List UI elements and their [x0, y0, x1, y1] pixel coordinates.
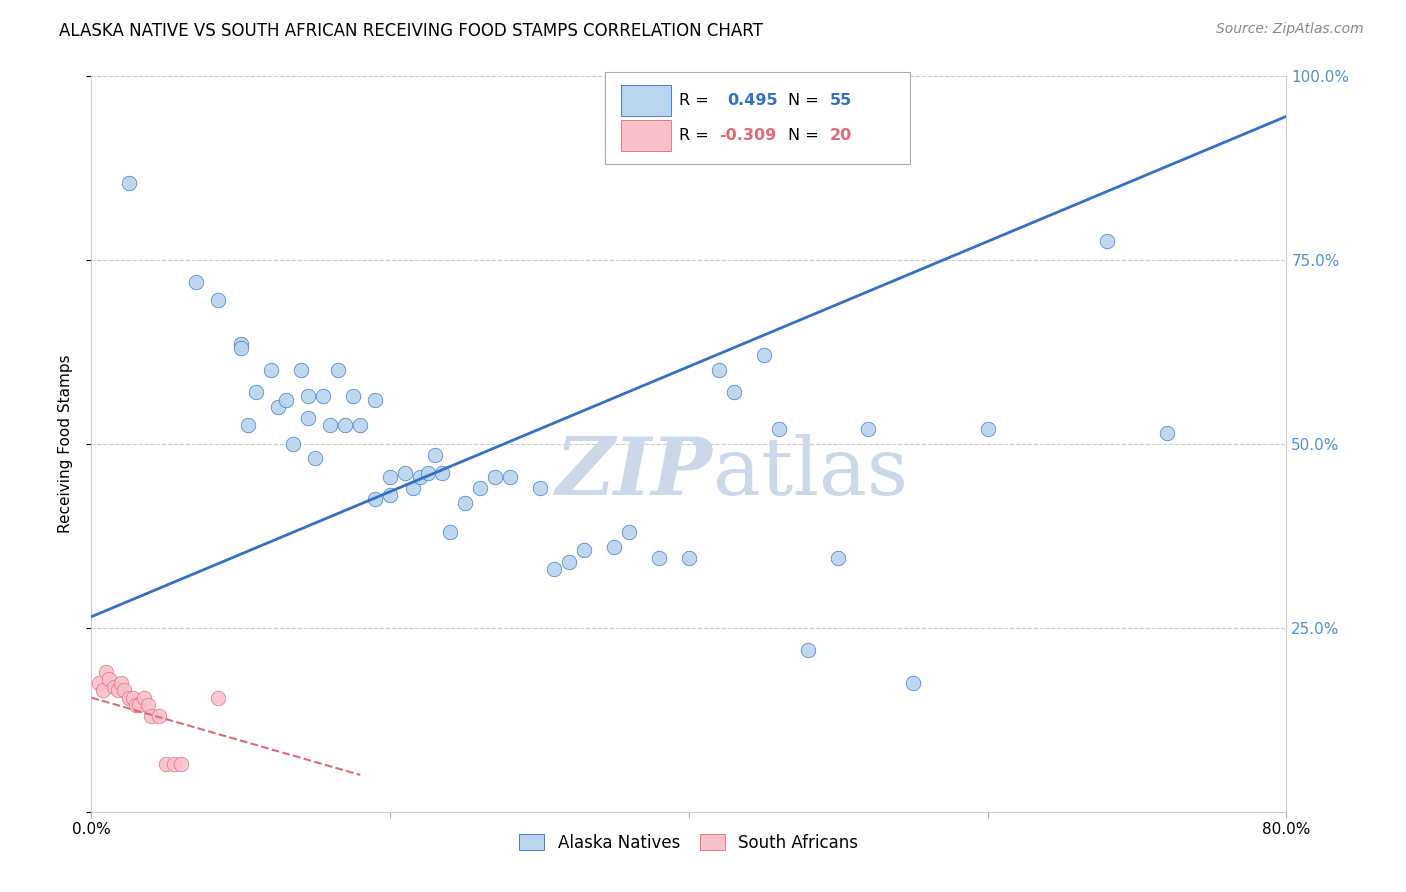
- Point: [409, 470, 432, 484]
- Point: [454, 496, 477, 510]
- Point: [93, 683, 115, 698]
- Point: [619, 524, 641, 539]
- Point: [827, 550, 849, 565]
- Point: [184, 275, 207, 289]
- Text: -0.309: -0.309: [718, 128, 776, 143]
- Point: [155, 756, 177, 771]
- Point: [543, 562, 565, 576]
- Text: 20: 20: [830, 128, 852, 143]
- FancyBboxPatch shape: [621, 85, 671, 116]
- Point: [259, 363, 281, 377]
- Point: [118, 176, 141, 190]
- Point: [128, 698, 150, 712]
- Text: atlas: atlas: [713, 434, 908, 512]
- Point: [380, 488, 402, 502]
- Legend: Alaska Natives, South Africans: Alaska Natives, South Africans: [513, 827, 865, 859]
- Point: [170, 756, 193, 771]
- Point: [678, 550, 700, 565]
- Point: [207, 690, 229, 705]
- Point: [297, 411, 319, 425]
- Point: [432, 466, 454, 480]
- Point: [484, 470, 506, 484]
- Point: [103, 680, 125, 694]
- FancyBboxPatch shape: [605, 72, 910, 164]
- Point: [468, 481, 491, 495]
- Point: [976, 422, 998, 436]
- Point: [132, 690, 155, 705]
- Point: [558, 554, 581, 569]
- Text: 55: 55: [830, 93, 852, 108]
- Point: [401, 481, 423, 495]
- Point: [125, 698, 148, 712]
- Text: N =: N =: [789, 128, 824, 143]
- Point: [245, 385, 267, 400]
- Point: [229, 337, 252, 351]
- Point: [901, 676, 924, 690]
- Point: [574, 543, 596, 558]
- Point: [290, 363, 312, 377]
- Point: [1156, 425, 1178, 440]
- Point: [118, 690, 141, 705]
- Point: [752, 348, 775, 362]
- Point: [648, 550, 671, 565]
- Text: Source: ZipAtlas.com: Source: ZipAtlas.com: [1216, 22, 1364, 37]
- Text: N =: N =: [789, 93, 824, 108]
- Text: ZIP: ZIP: [555, 434, 713, 512]
- Point: [122, 690, 145, 705]
- Y-axis label: Receiving Food Stamps: Receiving Food Stamps: [58, 354, 73, 533]
- Point: [380, 470, 402, 484]
- Point: [136, 698, 159, 712]
- Point: [1097, 235, 1119, 249]
- Text: R =: R =: [679, 128, 714, 143]
- Point: [416, 466, 439, 480]
- Text: 0.495: 0.495: [727, 93, 778, 108]
- Point: [364, 491, 387, 506]
- Text: ALASKA NATIVE VS SOUTH AFRICAN RECEIVING FOOD STAMPS CORRELATION CHART: ALASKA NATIVE VS SOUTH AFRICAN RECEIVING…: [59, 22, 763, 40]
- Point: [423, 448, 446, 462]
- Point: [342, 389, 364, 403]
- Point: [858, 422, 880, 436]
- Point: [229, 341, 252, 355]
- Point: [349, 418, 371, 433]
- Point: [768, 422, 790, 436]
- Point: [319, 418, 342, 433]
- Point: [238, 418, 260, 433]
- Point: [274, 392, 297, 407]
- Point: [529, 481, 551, 495]
- Point: [304, 451, 326, 466]
- Point: [107, 683, 129, 698]
- Point: [723, 385, 745, 400]
- Point: [326, 363, 349, 377]
- Point: [797, 642, 820, 657]
- Point: [499, 470, 522, 484]
- Point: [96, 665, 118, 679]
- Point: [364, 392, 387, 407]
- Point: [112, 683, 135, 698]
- Point: [141, 709, 163, 723]
- Point: [98, 673, 121, 687]
- Point: [110, 676, 132, 690]
- Point: [394, 466, 416, 480]
- Text: R =: R =: [679, 93, 720, 108]
- Point: [439, 524, 461, 539]
- Point: [707, 363, 730, 377]
- Point: [335, 418, 357, 433]
- Point: [603, 540, 626, 554]
- Point: [148, 709, 170, 723]
- Point: [87, 676, 110, 690]
- Point: [312, 389, 335, 403]
- FancyBboxPatch shape: [621, 120, 671, 151]
- Point: [267, 400, 290, 414]
- Point: [207, 293, 229, 308]
- Point: [162, 756, 184, 771]
- Point: [297, 389, 319, 403]
- Point: [281, 436, 304, 450]
